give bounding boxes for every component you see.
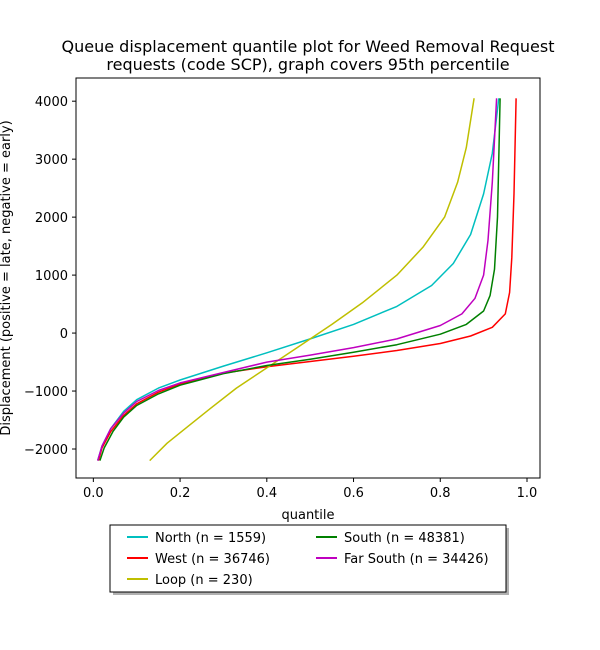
series-line-0 xyxy=(96,98,500,461)
x-tick-label: 0.6 xyxy=(343,486,364,501)
legend-label-2: Loop (n = 230) xyxy=(155,573,253,588)
plot-frame xyxy=(75,77,541,479)
chart-title-line-2: requests (code SCP), graph covers 95th p… xyxy=(106,55,509,74)
y-tick-label: 4000 xyxy=(35,95,68,110)
series-line-2 xyxy=(149,98,475,462)
series-line-3 xyxy=(99,98,501,461)
x-tick-label: 0.0 xyxy=(83,486,104,501)
y-axis-label: Displacement (positive = late, negative … xyxy=(0,120,14,435)
y-tick-label: 3000 xyxy=(35,153,68,168)
y-tick-label: −1000 xyxy=(24,385,68,400)
series-layer xyxy=(96,98,517,462)
legend-label-4: Far South (n = 34426) xyxy=(344,552,489,567)
x-ticks: 0.0 0.2 0.4 0.6 0.8 1.0 xyxy=(83,478,537,501)
y-tick-label: 2000 xyxy=(35,211,68,226)
x-axis-label: quantile xyxy=(281,508,334,523)
chart-title: Queue displacement quantile plot for Wee… xyxy=(62,37,555,74)
x-tick-label: 1.0 xyxy=(517,486,538,501)
chart-title-line-1: Queue displacement quantile plot for Wee… xyxy=(62,37,555,56)
x-tick-label: 0.4 xyxy=(256,486,277,501)
series-line-4 xyxy=(96,98,498,461)
x-tick-label: 0.8 xyxy=(430,486,451,501)
y-tick-label: 1000 xyxy=(35,269,68,284)
legend-label-1: West (n = 36746) xyxy=(155,552,270,567)
legend-box xyxy=(109,524,507,593)
y-tick-label: 0 xyxy=(60,327,68,342)
legend-items: North (n = 1559) West (n = 36746) Loop (n … xyxy=(127,531,489,588)
legend: North (n = 1559) West (n = 36746) Loop (n … xyxy=(109,524,509,595)
y-ticks: −2000 −1000 0 1000 2000 3000 4000 xyxy=(24,95,76,458)
legend-label-3: South (n = 48381) xyxy=(344,531,465,546)
series-line-1 xyxy=(97,98,517,461)
legend-label-0: North (n = 1559) xyxy=(155,531,266,546)
x-tick-label: 0.2 xyxy=(170,486,191,501)
y-tick-label: −2000 xyxy=(24,443,68,458)
